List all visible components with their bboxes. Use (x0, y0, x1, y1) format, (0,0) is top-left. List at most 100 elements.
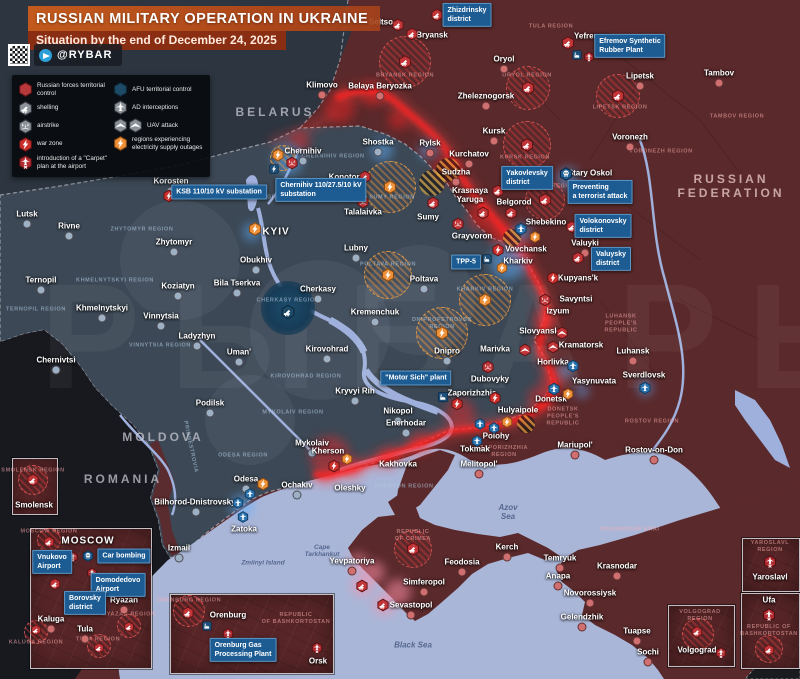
city-label: Belgorod (496, 197, 532, 207)
city-label: Korosten (153, 176, 189, 186)
city-label: Krasnodar (596, 561, 638, 571)
region-label: KHERSON REGION (374, 483, 434, 490)
city-label: Konotop (329, 173, 362, 183)
city-dot (632, 636, 642, 646)
region-label: ROSTOV REGION (624, 418, 680, 425)
city-label: Orsk (308, 656, 328, 666)
shelling-red-icon (27, 473, 40, 487)
city-label: Nikopol (383, 406, 413, 416)
region-label: VOLGOGRAD REGION (679, 608, 721, 622)
shelling-red-icon (398, 55, 412, 69)
warzone-red-icon (492, 243, 505, 257)
city-label: Oleshky (334, 483, 366, 493)
city-label: Kramatorsk (558, 340, 604, 350)
city-label: Ufa (762, 595, 776, 605)
affected-area-marker (682, 618, 714, 650)
city-label: Voronezh (612, 132, 648, 142)
shelling-red-icon (406, 27, 419, 41)
qr-code (8, 44, 30, 66)
skull-blue-icon (559, 167, 573, 181)
shelling-red-icon (182, 606, 195, 620)
telegram-badge: @RYBAR (34, 44, 123, 66)
city-label: Yefremov (573, 31, 611, 41)
city-label: Sudzha (441, 167, 471, 177)
city-dot (585, 598, 595, 608)
callout-label: Chernihiv 110/27.5/10 kV substation (275, 177, 367, 203)
city-dot (22, 219, 32, 229)
city-dot (322, 354, 332, 364)
city-dot (502, 552, 512, 562)
region-label: LUHANSK PEOPLE'S REPUBLIC (604, 313, 638, 334)
region-label: KALUGA REGION (8, 639, 64, 646)
uav-red-icon (556, 326, 569, 340)
city-label: Klimovo (306, 80, 338, 90)
region-label: DONETSK PEOPLE'S REPUBLIC (546, 406, 580, 427)
callout-label: Zhizdrinsky district (442, 2, 492, 28)
city-dot (714, 78, 724, 88)
city-label: Ladyzhyn (178, 331, 216, 341)
city-dot (425, 148, 435, 158)
city-label: Novorossiysk (563, 588, 617, 598)
legend-item-label: Russian forces territorial control (37, 82, 105, 97)
country-label: MOLDOVA (122, 430, 204, 444)
callout-label: "Motor Sich" plant (380, 370, 452, 386)
city-dot (612, 571, 622, 581)
legend-item: regions experiencing electricity supply … (113, 136, 204, 152)
shelling-red-icon (356, 579, 369, 593)
ad-blue-icon (639, 381, 652, 395)
city-dot (313, 294, 323, 304)
shelling-red-icon (572, 251, 585, 265)
city-label: Mykolaiv (295, 438, 329, 448)
shelling-red-icon (124, 621, 135, 633)
city-label: Zatoka (231, 524, 257, 534)
legend-item: shelling (18, 100, 109, 116)
city-label: Volgograd (677, 645, 717, 655)
ad-blue-icon (488, 422, 500, 434)
callout-label: TPP-5 (451, 254, 481, 270)
region-label: KURSK REGION (500, 154, 550, 161)
map-title: RUSSIAN MILITARY OPERATION IN UKRAINE (28, 6, 381, 31)
sea-label: Cape Tarkhankut (304, 544, 340, 558)
city-dot (464, 159, 474, 169)
ad-blue-icon (244, 488, 256, 500)
country-label: BELARUS (235, 105, 315, 119)
city-label: MOSCOW (61, 535, 115, 547)
city-label: Belaya Beryozka (348, 81, 412, 91)
city-label: Shostka (362, 137, 394, 147)
city-label: Bilhorod-Dnistrovskyi (154, 497, 238, 507)
carpet-red-icon (715, 647, 727, 659)
city-label: Podilsk (195, 398, 225, 408)
warzone-red-icon (451, 397, 464, 411)
city-label: Tula (77, 624, 93, 634)
city-dot (119, 605, 129, 615)
hex-gray-shelling-icon (18, 100, 33, 116)
region-label: SUMY REGION (369, 194, 415, 201)
legend-item: UAV attack (113, 118, 204, 133)
city-dot (370, 317, 380, 327)
hex-gray-uav2-icon (113, 118, 143, 133)
shelling-red-icon (427, 196, 440, 210)
city-label: Rivne (58, 221, 80, 231)
city-label: Kherson (311, 446, 345, 456)
ad-blue-icon (548, 382, 561, 396)
region-label: VORONEZH REGION (629, 148, 693, 155)
carpet-red-icon (18, 155, 33, 170)
ad-navy-icon (281, 304, 296, 320)
callout-label: KSB 110/10 kV substation (171, 184, 267, 200)
city-dot (307, 448, 317, 458)
city-dot (553, 581, 563, 591)
city-dot (36, 285, 46, 295)
legend-item: AD interceptions (113, 100, 204, 115)
city-label: Talalaivka (344, 207, 382, 217)
city-dot (406, 610, 416, 620)
city-label: Sverdlovsk (622, 370, 666, 380)
city-label: Oryol (493, 54, 515, 64)
pridnestrovia-strip (150, 440, 180, 556)
city-label: Lipetsk (625, 71, 655, 81)
city-dot (351, 253, 361, 263)
region-label: POLTAVA REGION (359, 261, 417, 268)
city-label: Kremenchuk (350, 307, 400, 317)
shelling-red-icon (492, 184, 505, 198)
region-label: KIROVOHRAD REGION (270, 373, 342, 380)
city-dot (97, 313, 107, 323)
